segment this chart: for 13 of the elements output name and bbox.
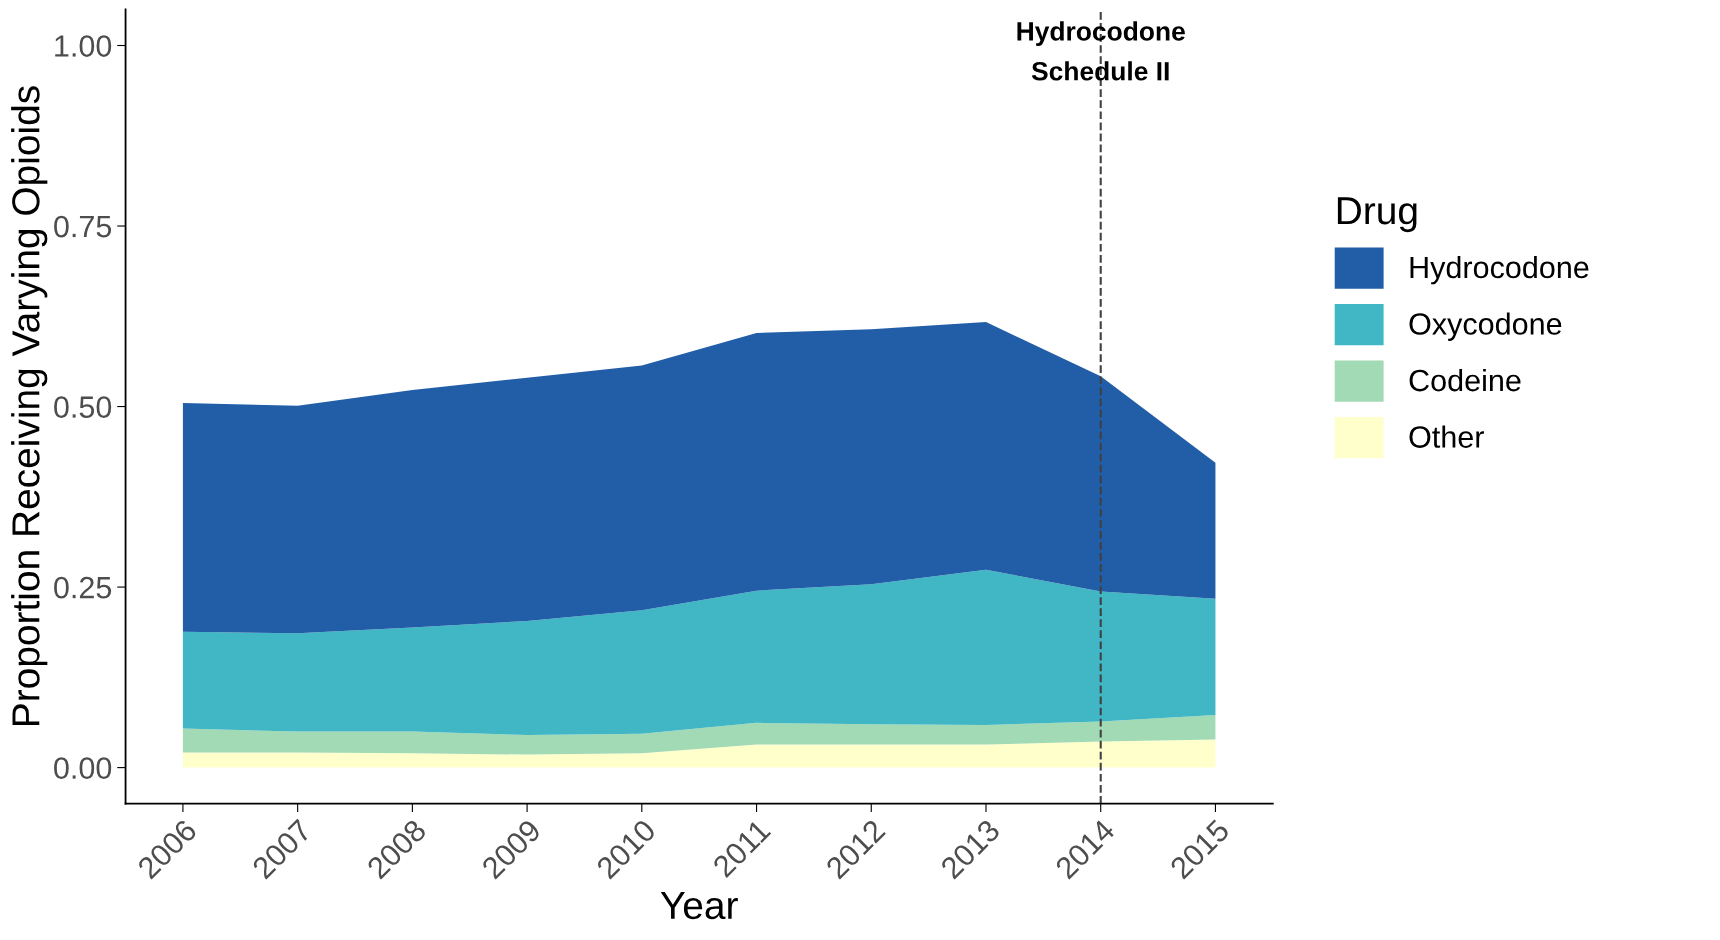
y-tick-label: 0.00 — [54, 757, 112, 779]
legend-label: Codeine — [1409, 368, 1521, 392]
x-axis-title: Year — [660, 892, 738, 920]
y-tick-label: 1.00 — [55, 35, 112, 57]
legend-label: Oxycodone — [1409, 312, 1562, 341]
legend-title: Drug — [1337, 197, 1417, 233]
y-tick-label: 0.75 — [54, 215, 112, 238]
legend-label: Other — [1409, 425, 1484, 448]
legend-label: Hydrocodone — [1410, 255, 1589, 285]
y-tick-label: 0.25 — [54, 576, 112, 599]
y-tick-label: 0.50 — [54, 396, 112, 418]
y-axis-title: Proportion Receiving Varying Opioids — [11, 86, 48, 726]
ref-line-label: Hydrocodone Schedule II — [1017, 21, 1185, 81]
